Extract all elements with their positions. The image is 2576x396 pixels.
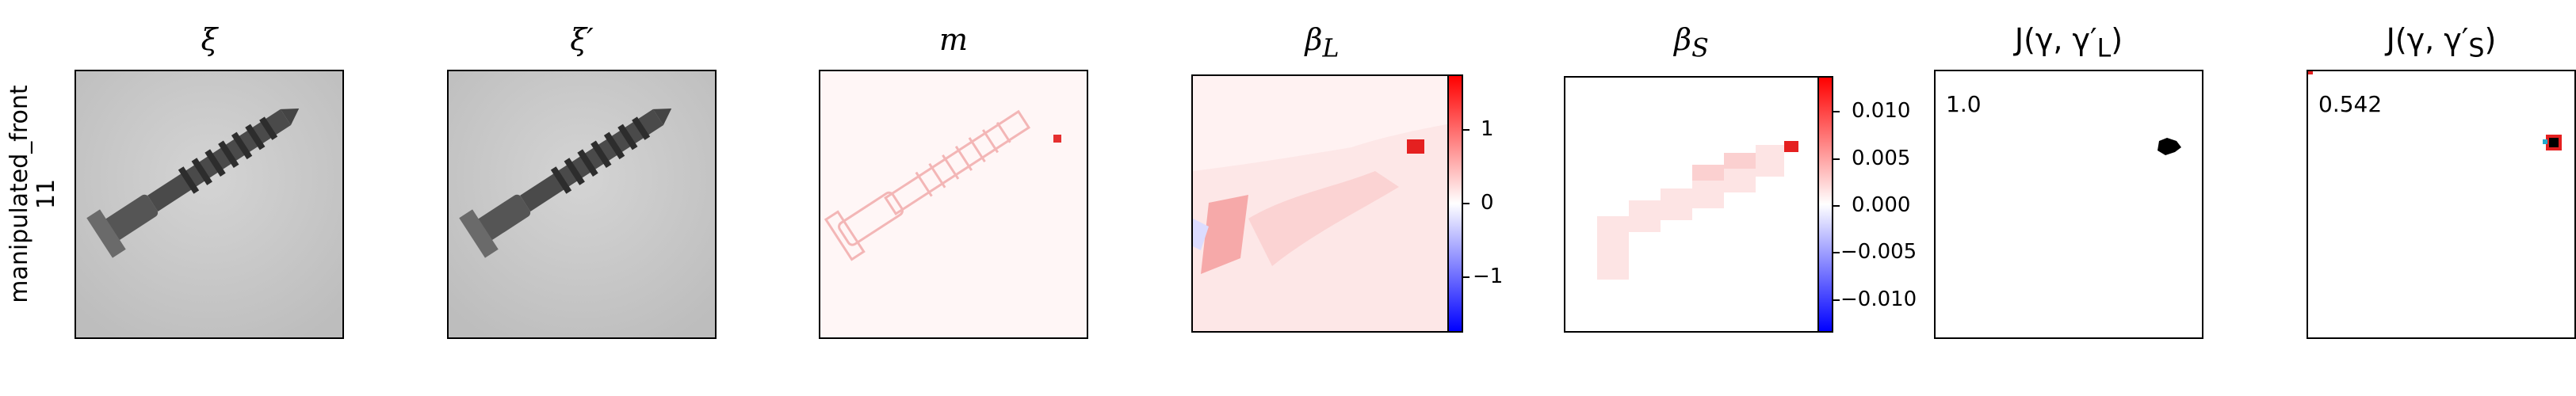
screw-image-xi-prime bbox=[449, 71, 715, 337]
panel-title-beta-s: βS bbox=[1564, 22, 1819, 63]
cbar-l-tickmark-0 bbox=[1463, 129, 1470, 131]
title-jaccard-l-text: J(γ, γ′L) bbox=[2014, 22, 2123, 63]
panel-beta-l-map bbox=[1191, 74, 1453, 333]
cbar-s-tick-0: 0.010 bbox=[1852, 99, 1911, 123]
colorbar-beta-l bbox=[1447, 74, 1463, 333]
cbar-s-tickmark-1 bbox=[1833, 158, 1840, 160]
panel-xi-prime-image bbox=[447, 70, 717, 339]
cbar-s-tickmark-2 bbox=[1833, 205, 1840, 207]
beta-l-heatmap bbox=[1193, 76, 1451, 331]
cbar-s-tickmark-3 bbox=[1833, 252, 1840, 253]
cbar-s-tick-3: −0.005 bbox=[1840, 240, 1917, 264]
cbar-l-tickmark-2 bbox=[1463, 276, 1470, 278]
panel-xi-image bbox=[75, 70, 344, 339]
panel-jaccard-l bbox=[1934, 70, 2203, 339]
panel-title-jaccard-s: J(γ, γ′S) bbox=[2307, 22, 2576, 63]
panel-title-jaccard-l: J(γ, γ′L) bbox=[1934, 22, 2203, 63]
cbar-s-tickmark-0 bbox=[1833, 111, 1840, 112]
jaccard-l-score: 1.0 bbox=[1946, 91, 1982, 117]
screw-image-xi bbox=[76, 71, 342, 337]
row-label-line1: manipulated_front bbox=[6, 85, 33, 303]
title-beta-l-text: βL bbox=[1305, 22, 1340, 63]
title-jaccard-s-text: J(γ, γ′S) bbox=[2386, 22, 2497, 63]
cbar-l-tickmark-1 bbox=[1463, 203, 1470, 204]
jaccard-s-overlay bbox=[2308, 71, 2574, 337]
row-label-line2: 11 bbox=[32, 178, 60, 210]
panel-m-map bbox=[819, 70, 1088, 339]
row-label: manipulated_front 11 bbox=[6, 63, 60, 325]
title-xi-prime-text: ξ′ bbox=[570, 22, 594, 57]
cbar-l-tick-1: 0 bbox=[1481, 191, 1494, 215]
cbar-s-tick-2: 0.000 bbox=[1852, 193, 1911, 217]
cbar-s-tick-1: 0.005 bbox=[1852, 147, 1911, 170]
cbar-l-tick-0: 1 bbox=[1481, 117, 1494, 141]
panel-title-beta-l: βL bbox=[1191, 22, 1453, 63]
cbar-s-tickmark-4 bbox=[1833, 299, 1840, 301]
panel-beta-s-map bbox=[1564, 76, 1819, 333]
jaccard-l-overlay bbox=[1936, 71, 2202, 337]
cbar-s-tick-4: −0.010 bbox=[1840, 287, 1917, 311]
cbar-l-tick-2: −1 bbox=[1473, 265, 1504, 288]
title-m-text: m bbox=[938, 22, 969, 57]
mask-map bbox=[820, 71, 1087, 337]
panel-jaccard-s bbox=[2307, 70, 2576, 339]
title-beta-s-text: βS bbox=[1674, 22, 1709, 63]
jaccard-s-score: 0.542 bbox=[2318, 91, 2383, 117]
beta-s-heatmap bbox=[1565, 78, 1817, 331]
title-xi-text: ξ bbox=[201, 22, 218, 57]
panel-title-xi-prime: ξ′ bbox=[447, 22, 717, 57]
panel-title-xi: ξ bbox=[75, 22, 344, 57]
panel-title-m: m bbox=[819, 22, 1088, 57]
colorbar-beta-s bbox=[1817, 76, 1833, 333]
